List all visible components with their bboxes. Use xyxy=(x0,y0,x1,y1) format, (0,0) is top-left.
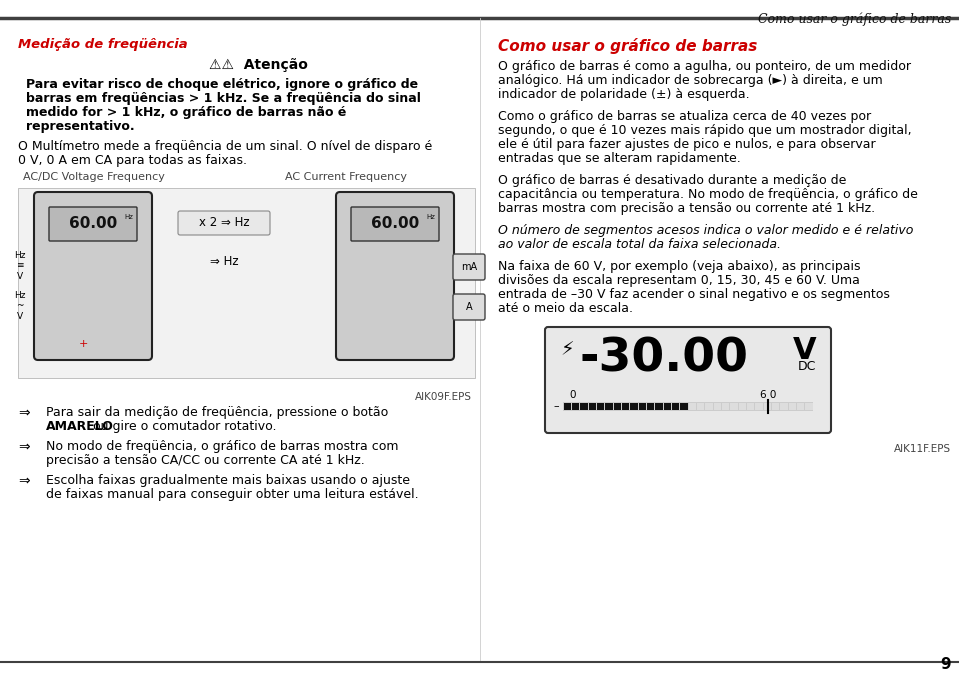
Text: O gráfico de barras é como a agulha, ou ponteiro, de um medidor: O gráfico de barras é como a agulha, ou … xyxy=(498,60,911,73)
FancyBboxPatch shape xyxy=(49,207,137,241)
Text: AC/DC Voltage Frequency: AC/DC Voltage Frequency xyxy=(23,172,165,182)
Text: AC Current Frequency: AC Current Frequency xyxy=(285,172,407,182)
Text: AIK11F.EPS: AIK11F.EPS xyxy=(894,444,951,454)
Text: Hz: Hz xyxy=(426,214,435,220)
FancyBboxPatch shape xyxy=(351,207,439,241)
FancyBboxPatch shape xyxy=(453,254,485,280)
FancyBboxPatch shape xyxy=(178,211,270,235)
Bar xyxy=(655,403,663,410)
Text: capacitância ou temperatura. No modo de freqüência, o gráfico de: capacitância ou temperatura. No modo de … xyxy=(498,188,918,201)
Text: +: + xyxy=(79,339,87,349)
Text: precisão a tensão CA/CC ou corrente CA até 1 kHz.: precisão a tensão CA/CC ou corrente CA a… xyxy=(46,454,364,467)
Bar xyxy=(621,403,629,410)
Bar xyxy=(564,403,571,410)
Text: 60.00: 60.00 xyxy=(69,216,117,231)
Bar xyxy=(672,403,679,410)
Text: 6 0: 6 0 xyxy=(760,390,776,400)
Text: ele é útil para fazer ajustes de pico e nulos, e para observar: ele é útil para fazer ajustes de pico e … xyxy=(498,138,876,151)
Bar xyxy=(563,402,813,411)
Text: V: V xyxy=(792,336,816,365)
Text: barras em freqüências > 1 kHz. Se a freqüência do sinal: barras em freqüências > 1 kHz. Se a freq… xyxy=(26,92,421,105)
Text: Hz
~
V: Hz ~ V xyxy=(14,291,26,321)
Text: representativo.: representativo. xyxy=(26,120,134,133)
Text: ⚠⚠  Atenção: ⚠⚠ Atenção xyxy=(208,58,308,72)
Text: ⇒: ⇒ xyxy=(18,474,30,488)
Text: medido for > 1 kHz, o gráfico de barras não é: medido for > 1 kHz, o gráfico de barras … xyxy=(26,106,346,119)
Text: indicador de polaridade (±) à esquerda.: indicador de polaridade (±) à esquerda. xyxy=(498,88,750,101)
Text: até o meio da escala.: até o meio da escala. xyxy=(498,302,633,315)
Bar xyxy=(689,403,696,410)
Bar xyxy=(630,403,638,410)
Text: de faixas manual para conseguir obter uma leitura estável.: de faixas manual para conseguir obter um… xyxy=(46,488,419,501)
FancyBboxPatch shape xyxy=(545,327,831,433)
Text: ⇒ Hz: ⇒ Hz xyxy=(210,255,239,268)
Text: Na faixa de 60 V, por exemplo (veja abaixo), as principais: Na faixa de 60 V, por exemplo (veja abai… xyxy=(498,260,860,273)
Bar xyxy=(806,403,812,410)
Bar xyxy=(781,403,787,410)
Text: barras mostra com precisão a tensão ou corrente até 1 kHz.: barras mostra com precisão a tensão ou c… xyxy=(498,202,876,215)
Text: ⇒: ⇒ xyxy=(18,440,30,454)
Bar xyxy=(763,403,771,410)
Bar xyxy=(772,403,779,410)
Bar xyxy=(738,403,746,410)
Text: 9: 9 xyxy=(941,657,951,672)
Text: x 2 ⇒ Hz: x 2 ⇒ Hz xyxy=(199,216,249,230)
Text: O número de segmentos acesos indica o valor medido e é relativo: O número de segmentos acesos indica o va… xyxy=(498,224,913,237)
Bar xyxy=(614,403,620,410)
Text: –: – xyxy=(553,401,559,411)
Bar xyxy=(697,403,704,410)
Text: 0 V, 0 A em CA para todas as faixas.: 0 V, 0 A em CA para todas as faixas. xyxy=(18,154,247,167)
Text: 0: 0 xyxy=(570,390,576,400)
Text: AMARELO: AMARELO xyxy=(46,420,114,433)
Text: ⇒: ⇒ xyxy=(18,406,30,420)
Bar xyxy=(722,403,729,410)
Bar xyxy=(580,403,588,410)
FancyBboxPatch shape xyxy=(34,192,152,360)
Text: Medição de freqüência: Medição de freqüência xyxy=(18,38,188,51)
Text: ou gire o comutador rotativo.: ou gire o comutador rotativo. xyxy=(89,420,277,433)
Bar xyxy=(646,403,654,410)
Text: Para sair da medição de freqüência, pressione o botão: Para sair da medição de freqüência, pres… xyxy=(46,406,388,419)
Text: analógico. Há um indicador de sobrecarga (►) à direita, e um: analógico. Há um indicador de sobrecarga… xyxy=(498,74,882,87)
Bar xyxy=(705,403,713,410)
Text: DC: DC xyxy=(798,360,816,373)
Text: O Multímetro mede a freqüência de um sinal. O nível de disparo é: O Multímetro mede a freqüência de um sin… xyxy=(18,140,433,153)
Text: Como o gráfico de barras se atualiza cerca de 40 vezes por: Como o gráfico de barras se atualiza cer… xyxy=(498,110,871,123)
Text: ao valor de escala total da faixa selecionada.: ao valor de escala total da faixa seleci… xyxy=(498,238,781,251)
Bar xyxy=(730,403,737,410)
FancyBboxPatch shape xyxy=(453,294,485,320)
Text: Como usar o gráfico de barras: Como usar o gráfico de barras xyxy=(758,13,951,27)
Bar xyxy=(680,403,688,410)
Bar xyxy=(747,403,754,410)
Text: entrada de –30 V faz acender o sinal negativo e os segmentos: entrada de –30 V faz acender o sinal neg… xyxy=(498,288,890,301)
FancyBboxPatch shape xyxy=(18,188,475,378)
Text: O gráfico de barras é desativado durante a medição de: O gráfico de barras é desativado durante… xyxy=(498,174,847,187)
Text: Como usar o gráfico de barras: Como usar o gráfico de barras xyxy=(498,38,758,54)
Bar xyxy=(788,403,796,410)
Text: Escolha faixas gradualmente mais baixas usando o ajuste: Escolha faixas gradualmente mais baixas … xyxy=(46,474,410,487)
Bar xyxy=(755,403,762,410)
Text: Para evitar risco de choque elétrico, ignore o gráfico de: Para evitar risco de choque elétrico, ig… xyxy=(26,78,418,91)
Bar xyxy=(572,403,579,410)
Bar xyxy=(589,403,596,410)
Text: ⚡: ⚡ xyxy=(560,340,573,359)
Text: 60.00: 60.00 xyxy=(371,216,419,231)
Bar xyxy=(664,403,671,410)
Text: A: A xyxy=(466,302,473,312)
Bar xyxy=(797,403,805,410)
Bar xyxy=(596,403,604,410)
Text: divisões da escala representam 0, 15, 30, 45 e 60 V. Uma: divisões da escala representam 0, 15, 30… xyxy=(498,274,860,287)
Text: No modo de freqüência, o gráfico de barras mostra com: No modo de freqüência, o gráfico de barr… xyxy=(46,440,399,453)
Text: Hz
≡
V: Hz ≡ V xyxy=(14,251,26,281)
Text: mA: mA xyxy=(461,262,477,272)
Bar xyxy=(639,403,645,410)
Bar xyxy=(605,403,613,410)
Text: entradas que se alteram rapidamente.: entradas que se alteram rapidamente. xyxy=(498,152,740,165)
Bar xyxy=(713,403,721,410)
Text: segundo, o que é 10 vezes mais rápido que um mostrador digital,: segundo, o que é 10 vezes mais rápido qu… xyxy=(498,124,912,137)
FancyBboxPatch shape xyxy=(336,192,454,360)
Text: Hz: Hz xyxy=(124,214,133,220)
Text: -30.00: -30.00 xyxy=(580,336,749,381)
Text: AIK09F.EPS: AIK09F.EPS xyxy=(415,392,472,402)
